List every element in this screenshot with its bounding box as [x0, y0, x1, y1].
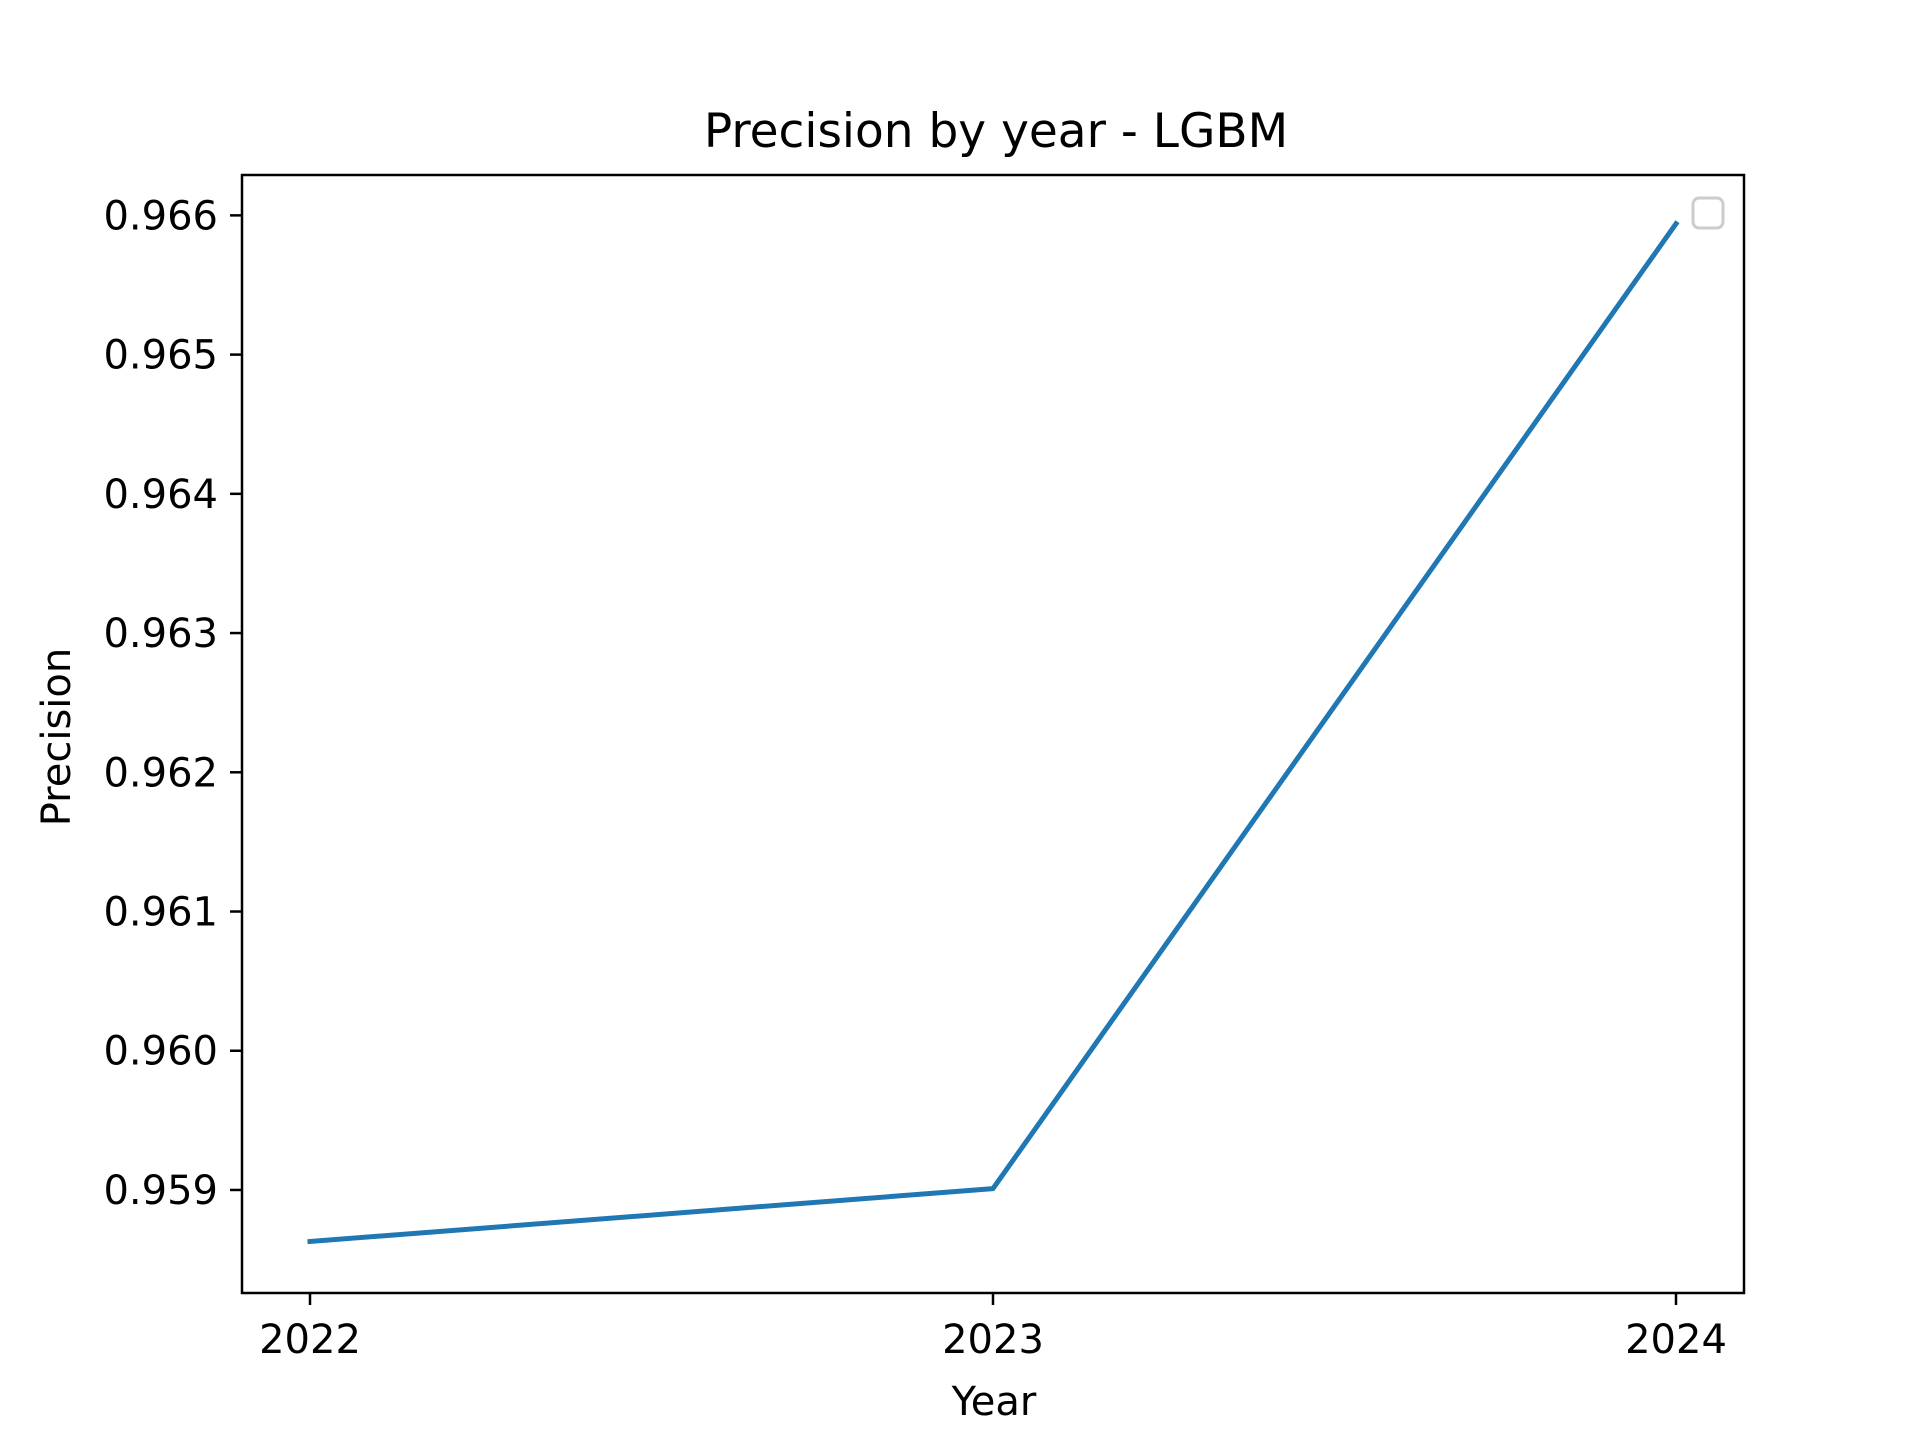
y-tick-label: 0.964	[103, 472, 218, 518]
y-axis-label: Precision	[34, 648, 80, 826]
x-tick-label: 2022	[259, 1317, 361, 1363]
y-tick-label: 0.960	[103, 1029, 218, 1075]
y-tick-label: 0.963	[103, 611, 218, 657]
legend-box	[1691, 196, 1725, 230]
y-axis-ticks: 0.959 0.960 0.961 0.962 0.963 0.964 0.965 0.966	[103, 193, 242, 1214]
series-line	[307, 220, 1680, 1245]
chart-title: Precision by year - LGBM	[704, 104, 1288, 159]
x-axis-ticks: 2022 2023 2024	[259, 1293, 1727, 1363]
y-tick-label: 0.961	[103, 890, 218, 936]
y-tick-label: 0.965	[103, 333, 218, 379]
x-tick-label: 2024	[1625, 1317, 1727, 1363]
x-axis-label: Year	[951, 1379, 1037, 1425]
y-tick-label: 0.962	[103, 750, 218, 796]
y-tick-label: 0.959	[103, 1168, 218, 1214]
y-tick-label: 0.966	[103, 193, 218, 239]
plot-frame	[240, 173, 1746, 1295]
x-tick-label: 2023	[942, 1317, 1044, 1363]
